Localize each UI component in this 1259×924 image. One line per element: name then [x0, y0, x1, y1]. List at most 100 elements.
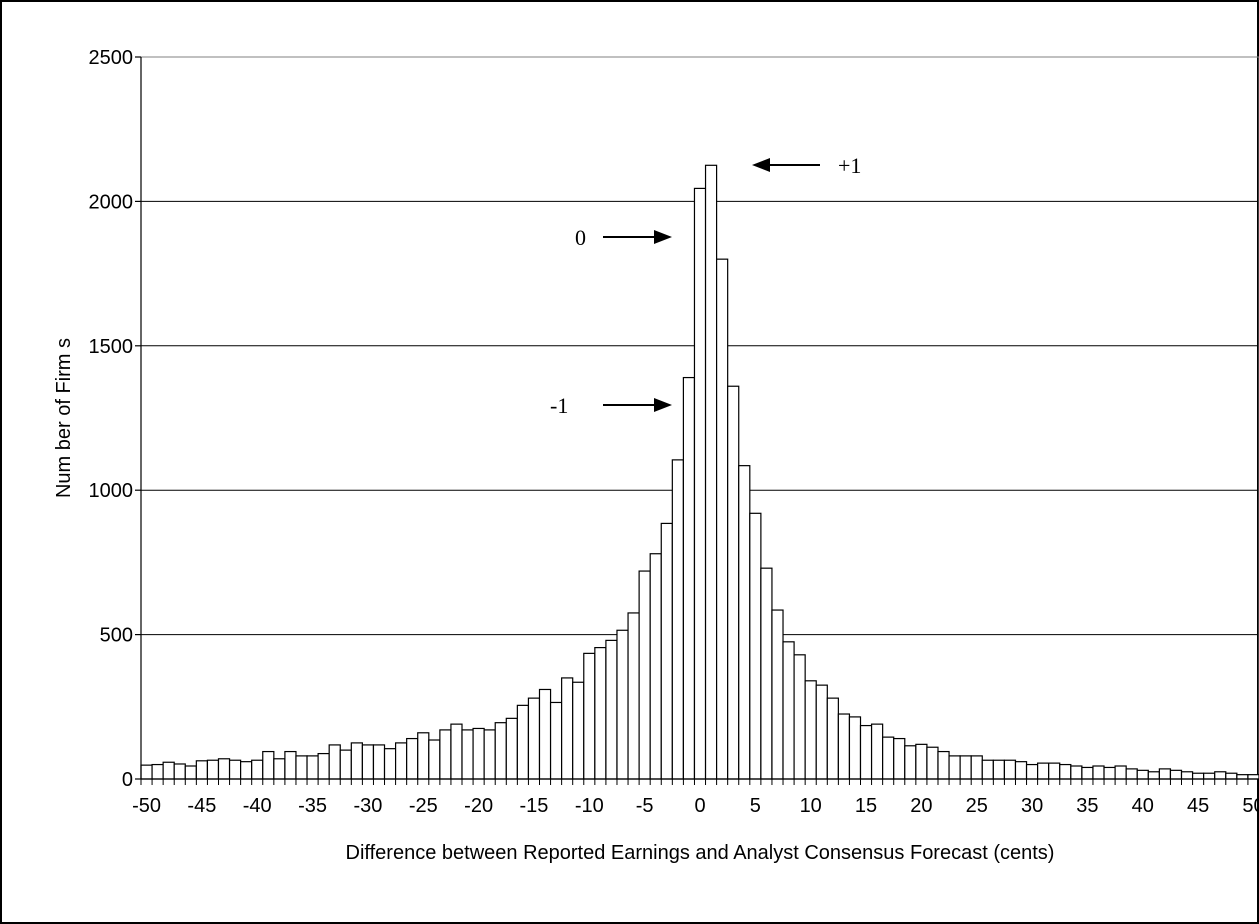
bar	[339, 749, 352, 780]
x-tick-label: 35	[1076, 795, 1098, 817]
annotation-minus-1: -1	[550, 393, 672, 418]
x-tick-label: 25	[966, 795, 988, 817]
bar	[140, 764, 153, 780]
bar	[1081, 766, 1094, 780]
bar	[771, 609, 784, 780]
x-tick-label: -45	[187, 795, 216, 817]
bar	[184, 765, 197, 780]
bar	[804, 680, 817, 780]
bar	[549, 701, 563, 780]
bar	[671, 459, 684, 780]
bar	[572, 681, 585, 780]
y-tick-label: 500	[100, 625, 133, 647]
bar	[450, 723, 463, 780]
bar	[527, 697, 541, 780]
x-tick-labels: -50 -45 -40 -35 -30 -25 -20 -15 -10 -5 0 5 10 15 20 25 3…	[132, 795, 1259, 817]
bar	[1136, 769, 1149, 780]
bar	[583, 652, 596, 780]
bar	[782, 641, 795, 780]
bar	[716, 258, 729, 780]
x-tick-label: -25	[409, 795, 438, 817]
bar	[483, 729, 496, 780]
bar	[162, 761, 175, 780]
x-axis-label: Difference between Reported Earnings and…	[346, 842, 1055, 864]
x-tick-label: -15	[520, 795, 549, 817]
bar	[1125, 768, 1138, 780]
bar	[893, 737, 906, 780]
x-tick-label: -30	[353, 795, 382, 817]
bar	[605, 639, 618, 780]
x-tick-label: -10	[575, 795, 604, 817]
bar	[394, 742, 408, 780]
bar	[815, 684, 828, 780]
bar	[1225, 772, 1238, 780]
bar	[306, 755, 319, 780]
bar	[1103, 766, 1116, 780]
bar	[649, 553, 662, 780]
bar	[295, 755, 308, 780]
bar	[1247, 774, 1259, 780]
x-tick-label: 20	[910, 795, 932, 817]
bar	[262, 750, 275, 780]
bar	[516, 704, 530, 780]
bar	[1003, 759, 1017, 780]
bar	[594, 646, 607, 780]
bar	[760, 567, 773, 780]
x-tick-label: 10	[800, 795, 822, 817]
bar	[859, 724, 873, 780]
bar	[616, 629, 629, 780]
bar	[704, 164, 718, 780]
bar	[494, 722, 507, 780]
bar	[926, 746, 939, 780]
bar	[439, 729, 452, 780]
bar	[738, 465, 751, 780]
bar	[1092, 765, 1105, 780]
bar	[1037, 762, 1050, 780]
bar	[284, 750, 297, 780]
bar	[937, 750, 950, 780]
bar	[959, 755, 972, 780]
bar	[240, 761, 253, 780]
x-tick-label: -35	[298, 795, 327, 817]
y-axis-label: Num ber of Firm s	[53, 338, 75, 498]
arrow-head-icon	[654, 398, 672, 412]
bar	[749, 512, 762, 780]
bar	[383, 748, 397, 780]
annotation-label: 0	[575, 225, 586, 250]
bar	[1114, 765, 1127, 780]
axes	[135, 56, 1259, 785]
x-tick-label: 15	[855, 795, 877, 817]
bar	[1158, 768, 1172, 780]
bar	[461, 729, 474, 780]
bar	[638, 570, 651, 780]
arrow-head-icon	[752, 158, 770, 172]
x-tick-label: -40	[243, 795, 272, 817]
bar	[1203, 772, 1216, 780]
bar	[1191, 772, 1205, 780]
arrow-head-icon	[654, 230, 672, 244]
bar	[915, 743, 928, 780]
bar	[970, 755, 983, 780]
bar	[1025, 763, 1039, 780]
bar	[505, 717, 518, 780]
x-tick-label: 40	[1132, 795, 1154, 817]
bar	[992, 759, 1006, 780]
x-tick-label: 50	[1242, 795, 1259, 817]
bar	[228, 759, 242, 780]
bar	[428, 739, 441, 780]
bar	[206, 759, 220, 780]
bar	[372, 744, 386, 780]
bar	[1014, 761, 1028, 780]
bar	[837, 713, 851, 780]
bar	[195, 760, 209, 780]
bar	[870, 723, 884, 780]
annotation-label: +1	[838, 153, 861, 178]
bar	[217, 758, 231, 780]
annotation-plus-1: +1	[752, 153, 861, 178]
y-tick-label: 0	[122, 769, 133, 791]
x-tick-label: -20	[464, 795, 493, 817]
bar	[151, 763, 164, 780]
bar	[826, 697, 839, 780]
y-tick-labels: 0 500 1000 1500 2000 2500	[89, 47, 134, 791]
